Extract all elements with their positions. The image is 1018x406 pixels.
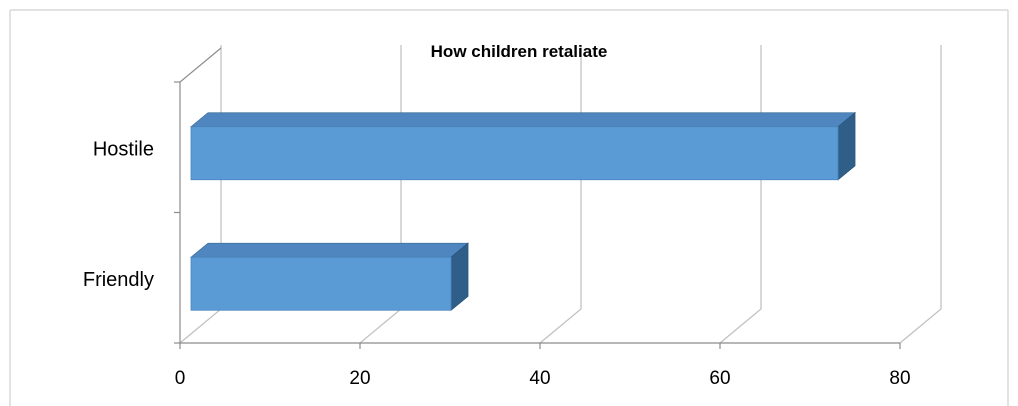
bar-top-face [189,112,857,128]
chart-title: How children retaliate [431,42,608,61]
x-tick-label: 0 [175,368,186,389]
labels: 0 20 40 60 80 Friendly Hostile [83,138,911,389]
bar-top-face [189,242,470,258]
x-tick-label: 80 [889,368,910,389]
x-tick-label: 40 [529,368,550,389]
gridline [899,45,942,344]
gridline [539,45,582,344]
bar-front-face [190,256,452,311]
x-tick-label: 60 [709,368,730,389]
category-label: Hostile [93,138,154,160]
bar-front-face [190,126,839,181]
gridline [719,45,762,344]
axes [174,47,901,349]
bars [189,111,857,312]
category-label: Friendly [83,269,154,291]
x-tick-label: 20 [349,368,370,389]
